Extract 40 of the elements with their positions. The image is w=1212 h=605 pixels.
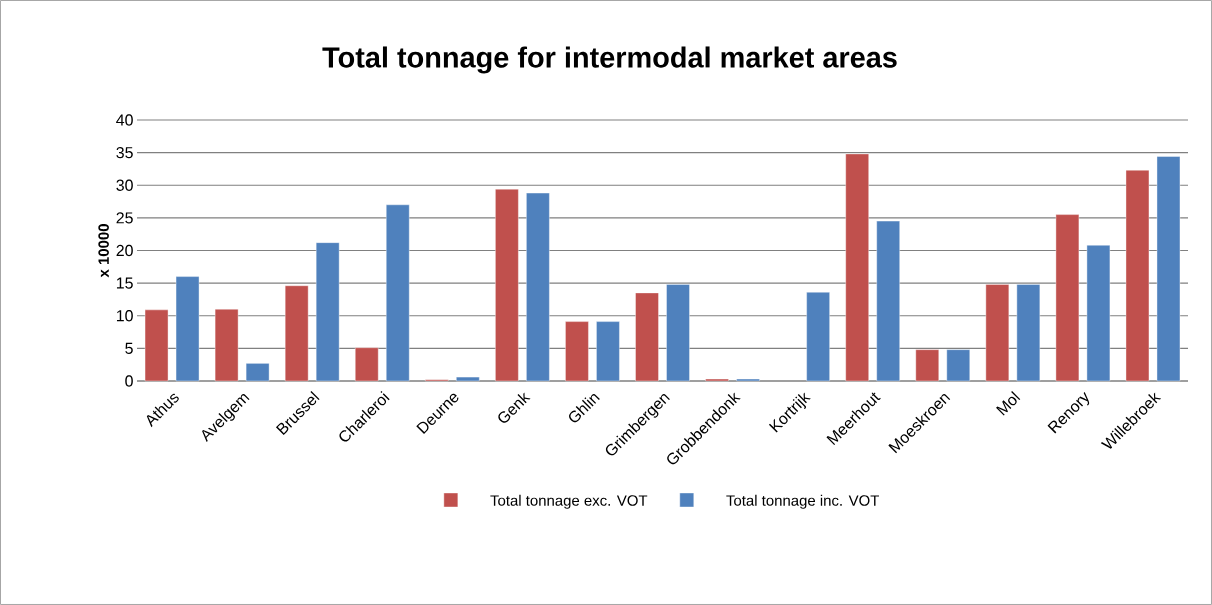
y-tick-label: 5 [125,342,133,354]
bar [245,363,270,382]
bar [526,192,550,382]
bar [1125,170,1150,382]
bar [386,204,410,382]
legend-label: Total tonnage inc. VOT [726,494,880,509]
bar [1055,214,1080,382]
y-tick-label: 25 [116,212,133,224]
y-axis-title: x 10000 [98,224,109,278]
bar [806,292,830,382]
chart-title: Total tonnage for intermodal market areas [322,46,897,74]
y-tick-label: 40 [116,114,133,126]
bar [845,153,869,382]
bar [635,292,659,382]
bar [214,309,239,382]
bar [1086,245,1111,382]
bar [495,188,519,382]
bar [175,276,200,382]
legend-label: Total tonnage exc. VOT [490,494,648,509]
bar [315,242,340,382]
bar [876,220,900,382]
bar [355,347,379,382]
bar [666,284,690,382]
y-tick-label: 20 [116,244,133,257]
y-tick-label: 15 [116,277,133,289]
bar [1016,284,1041,382]
bar [284,285,309,382]
y-tick-label: 30 [116,179,133,191]
y-tick-label: 0 [125,375,133,387]
bar [946,349,970,382]
bar [1156,156,1181,382]
bar [985,284,1010,382]
x-tick-label: Mol [996,390,1021,416]
bar [456,376,480,382]
y-tick-label: 10 [116,310,133,322]
bar [565,321,589,382]
bar [915,349,939,382]
bar [596,321,620,382]
y-tick-label: 35 [116,146,133,159]
bar [144,309,169,382]
